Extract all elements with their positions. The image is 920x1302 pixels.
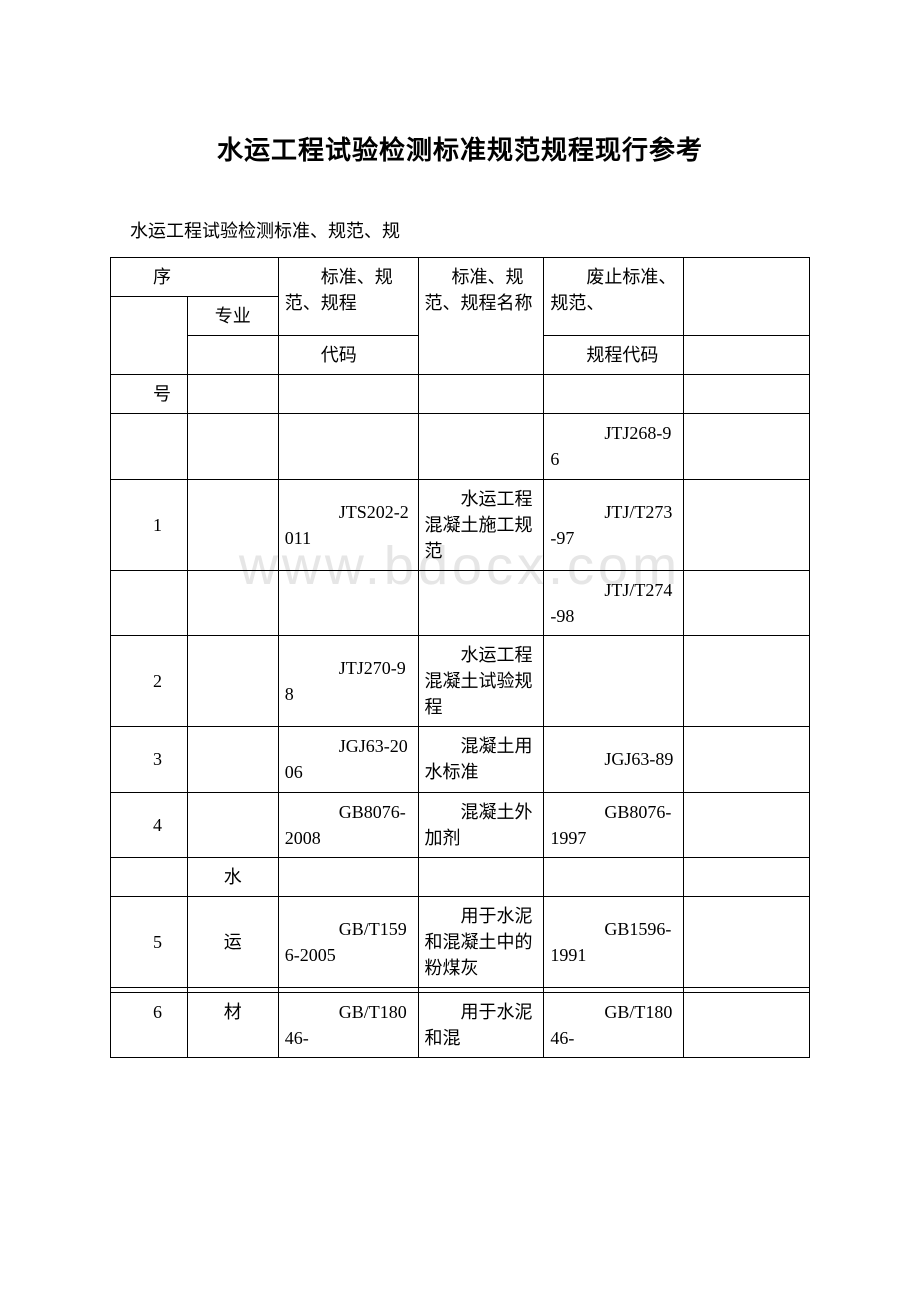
cell: GB/T18046-: [550, 999, 677, 1051]
cell: 1: [117, 512, 181, 538]
cell: 4: [117, 812, 181, 838]
table-row: 水: [111, 857, 810, 896]
cell: GB8076-1997: [550, 799, 677, 851]
cell: 混凝土用水标准: [425, 733, 538, 785]
table-row: 4 GB8076-2008 混凝土外加剂 GB8076-1997: [111, 792, 810, 857]
cell: JGJ63-89: [550, 746, 677, 772]
table-row: 6 材 GB/T18046- 用于水泥和混 GB/T18046-: [111, 993, 810, 1058]
cell: GB8076-2008: [285, 799, 412, 851]
table-row: 号: [111, 375, 810, 414]
hdr-seq2: 号: [117, 381, 181, 407]
cell: 运: [187, 896, 278, 987]
hdr-seq: 序: [117, 264, 272, 290]
standards-table: 序 标准、规范、规程 标准、规范、规程名称 废止标准、规范、 专业 代码 规程代…: [110, 257, 810, 1058]
hdr-spec: 专业: [187, 297, 278, 336]
table-row: 5 运 GB/T1596-2005 用于水泥和混凝土中的粉煤灰 GB1596-1…: [111, 896, 810, 987]
cell: 5: [117, 929, 181, 955]
cell: 6: [117, 999, 181, 1025]
cell: JTJ268-96: [550, 420, 677, 472]
cell: JGJ63-2006: [285, 733, 412, 785]
cell: 水: [187, 857, 278, 896]
hdr-code-top: 标准、规范、规程: [285, 264, 412, 316]
cell: JTJ/T273-97: [550, 499, 677, 551]
cell: GB/T18046-: [285, 999, 412, 1051]
table-row: 2 JTJ270-98 水运工程混凝土试验规程: [111, 636, 810, 727]
cell: 用于水泥和混凝土中的粉煤灰: [425, 903, 538, 981]
hdr-old-bot: 规程代码: [550, 342, 677, 368]
cell: GB/T1596-2005: [285, 916, 412, 968]
table-row: 序 标准、规范、规程 标准、规范、规程名称 废止标准、规范、: [111, 258, 810, 297]
hdr-old-top: 废止标准、规范、: [550, 264, 677, 316]
table-row: JTJ/T274-98: [111, 570, 810, 635]
cell: 水运工程混凝土试验规程: [425, 642, 538, 720]
cell: 材: [187, 993, 278, 1058]
cell: 混凝土外加剂: [425, 799, 538, 851]
table-row: JTJ268-96: [111, 414, 810, 479]
cell: JTJ270-98: [285, 655, 412, 707]
cell: 3: [117, 746, 181, 772]
cell: GB1596-1991: [550, 916, 677, 968]
cell: 水运工程混凝土施工规范: [425, 486, 538, 564]
cell: 用于水泥和混: [425, 999, 538, 1051]
hdr-name: 标准、规范、规程名称: [425, 264, 538, 316]
cell: JTJ/T274-98: [550, 577, 677, 629]
cell: JTS202-2011: [285, 499, 412, 551]
table-row: 3 JGJ63-2006 混凝土用水标准 JGJ63-89: [111, 727, 810, 792]
page-title: 水运工程试验检测标准规范规程现行参考: [110, 130, 810, 167]
cell: 2: [117, 668, 181, 694]
table-row: 1 JTS202-2011 水运工程混凝土施工规范 JTJ/T273-97: [111, 479, 810, 570]
hdr-code-bot: 代码: [285, 342, 412, 368]
subtitle: 水运工程试验检测标准、规范、规: [130, 217, 810, 243]
